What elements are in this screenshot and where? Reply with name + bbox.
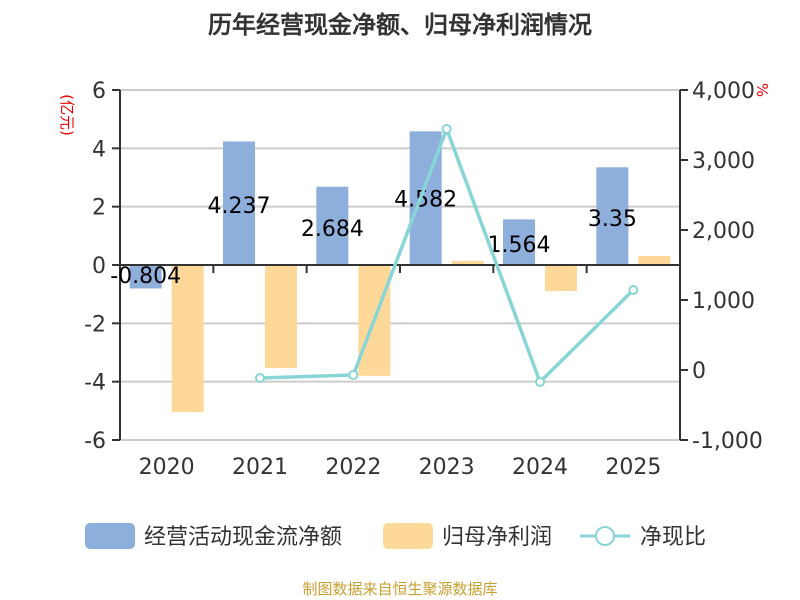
chart-title: 历年经营现金净额、归母净利润情况 xyxy=(208,11,592,39)
legend-swatch-cash-flow xyxy=(85,523,135,549)
legend-swatch-net-profit xyxy=(383,523,433,549)
cash-flow-bar[interactable] xyxy=(316,186,349,265)
legend-marker-ratio xyxy=(595,526,615,546)
right-tick-label: 2,000 xyxy=(692,219,755,244)
right-tick-label: 3,000 xyxy=(692,149,755,174)
right-tick-label: 0 xyxy=(692,359,706,384)
legend-label-ratio[interactable]: 净现比 xyxy=(640,525,706,550)
net-profit-bar[interactable] xyxy=(545,265,577,291)
cash-flow-data-label: 3.35 xyxy=(588,207,637,232)
right-tick-label: 1,000 xyxy=(692,289,755,314)
x-tick-label: 2024 xyxy=(512,455,568,480)
cash-flow-bar[interactable] xyxy=(596,167,629,265)
right-tick-label: -1,000 xyxy=(692,429,763,454)
ratio-point[interactable] xyxy=(255,372,265,383)
cash-flow-bar[interactable] xyxy=(129,265,162,289)
ratio-point[interactable] xyxy=(441,123,452,134)
ratio-point[interactable] xyxy=(348,369,359,380)
ratio-point[interactable] xyxy=(628,284,639,295)
net-profit-bar[interactable] xyxy=(265,265,297,368)
left-tick-label: -2 xyxy=(84,312,106,337)
left-tick-label: 0 xyxy=(92,254,106,279)
left-tick-label: 6 xyxy=(92,79,106,104)
net-profit-bar[interactable] xyxy=(171,265,204,412)
x-tick-label: 2023 xyxy=(419,455,475,480)
right-tick-label: 4,000 xyxy=(692,79,755,104)
x-tick-label: 2020 xyxy=(139,455,195,480)
cash-flow-data-label: 4.237 xyxy=(208,194,271,219)
cash-flow-data-label: -0.804 xyxy=(110,264,181,289)
cash-flow-bar[interactable] xyxy=(503,219,535,265)
ratio-point[interactable] xyxy=(535,376,545,387)
cash-flow-data-label: 4.582 xyxy=(394,187,457,212)
left-tick-label: -6 xyxy=(84,429,106,454)
x-tick-label: 2021 xyxy=(232,455,288,480)
cash-flow-data-label: 2.684 xyxy=(301,217,364,242)
right-axis-label: % xyxy=(753,83,771,97)
left-tick-label: 2 xyxy=(92,196,106,221)
source-note: 制图数据来自恒生聚源数据库 xyxy=(302,580,497,598)
left-tick-label: 4 xyxy=(92,137,106,162)
ratio-line xyxy=(259,123,635,386)
x-tick-label: 2022 xyxy=(325,455,381,480)
net-profit-bar[interactable] xyxy=(451,260,484,265)
x-tick-label: 2025 xyxy=(605,455,661,480)
cash-flow-data-label: 1.564 xyxy=(488,233,551,258)
left-tick-label: -4 xyxy=(84,371,106,396)
net-profit-bar[interactable] xyxy=(638,255,671,265)
legend-label-net-profit[interactable]: 归母净利润 xyxy=(442,525,552,550)
left-axis-label: (亿元) xyxy=(58,94,76,136)
cash-flow-bar[interactable] xyxy=(223,141,255,265)
legend-label-cash-flow[interactable]: 经营活动现金流净额 xyxy=(144,525,342,550)
